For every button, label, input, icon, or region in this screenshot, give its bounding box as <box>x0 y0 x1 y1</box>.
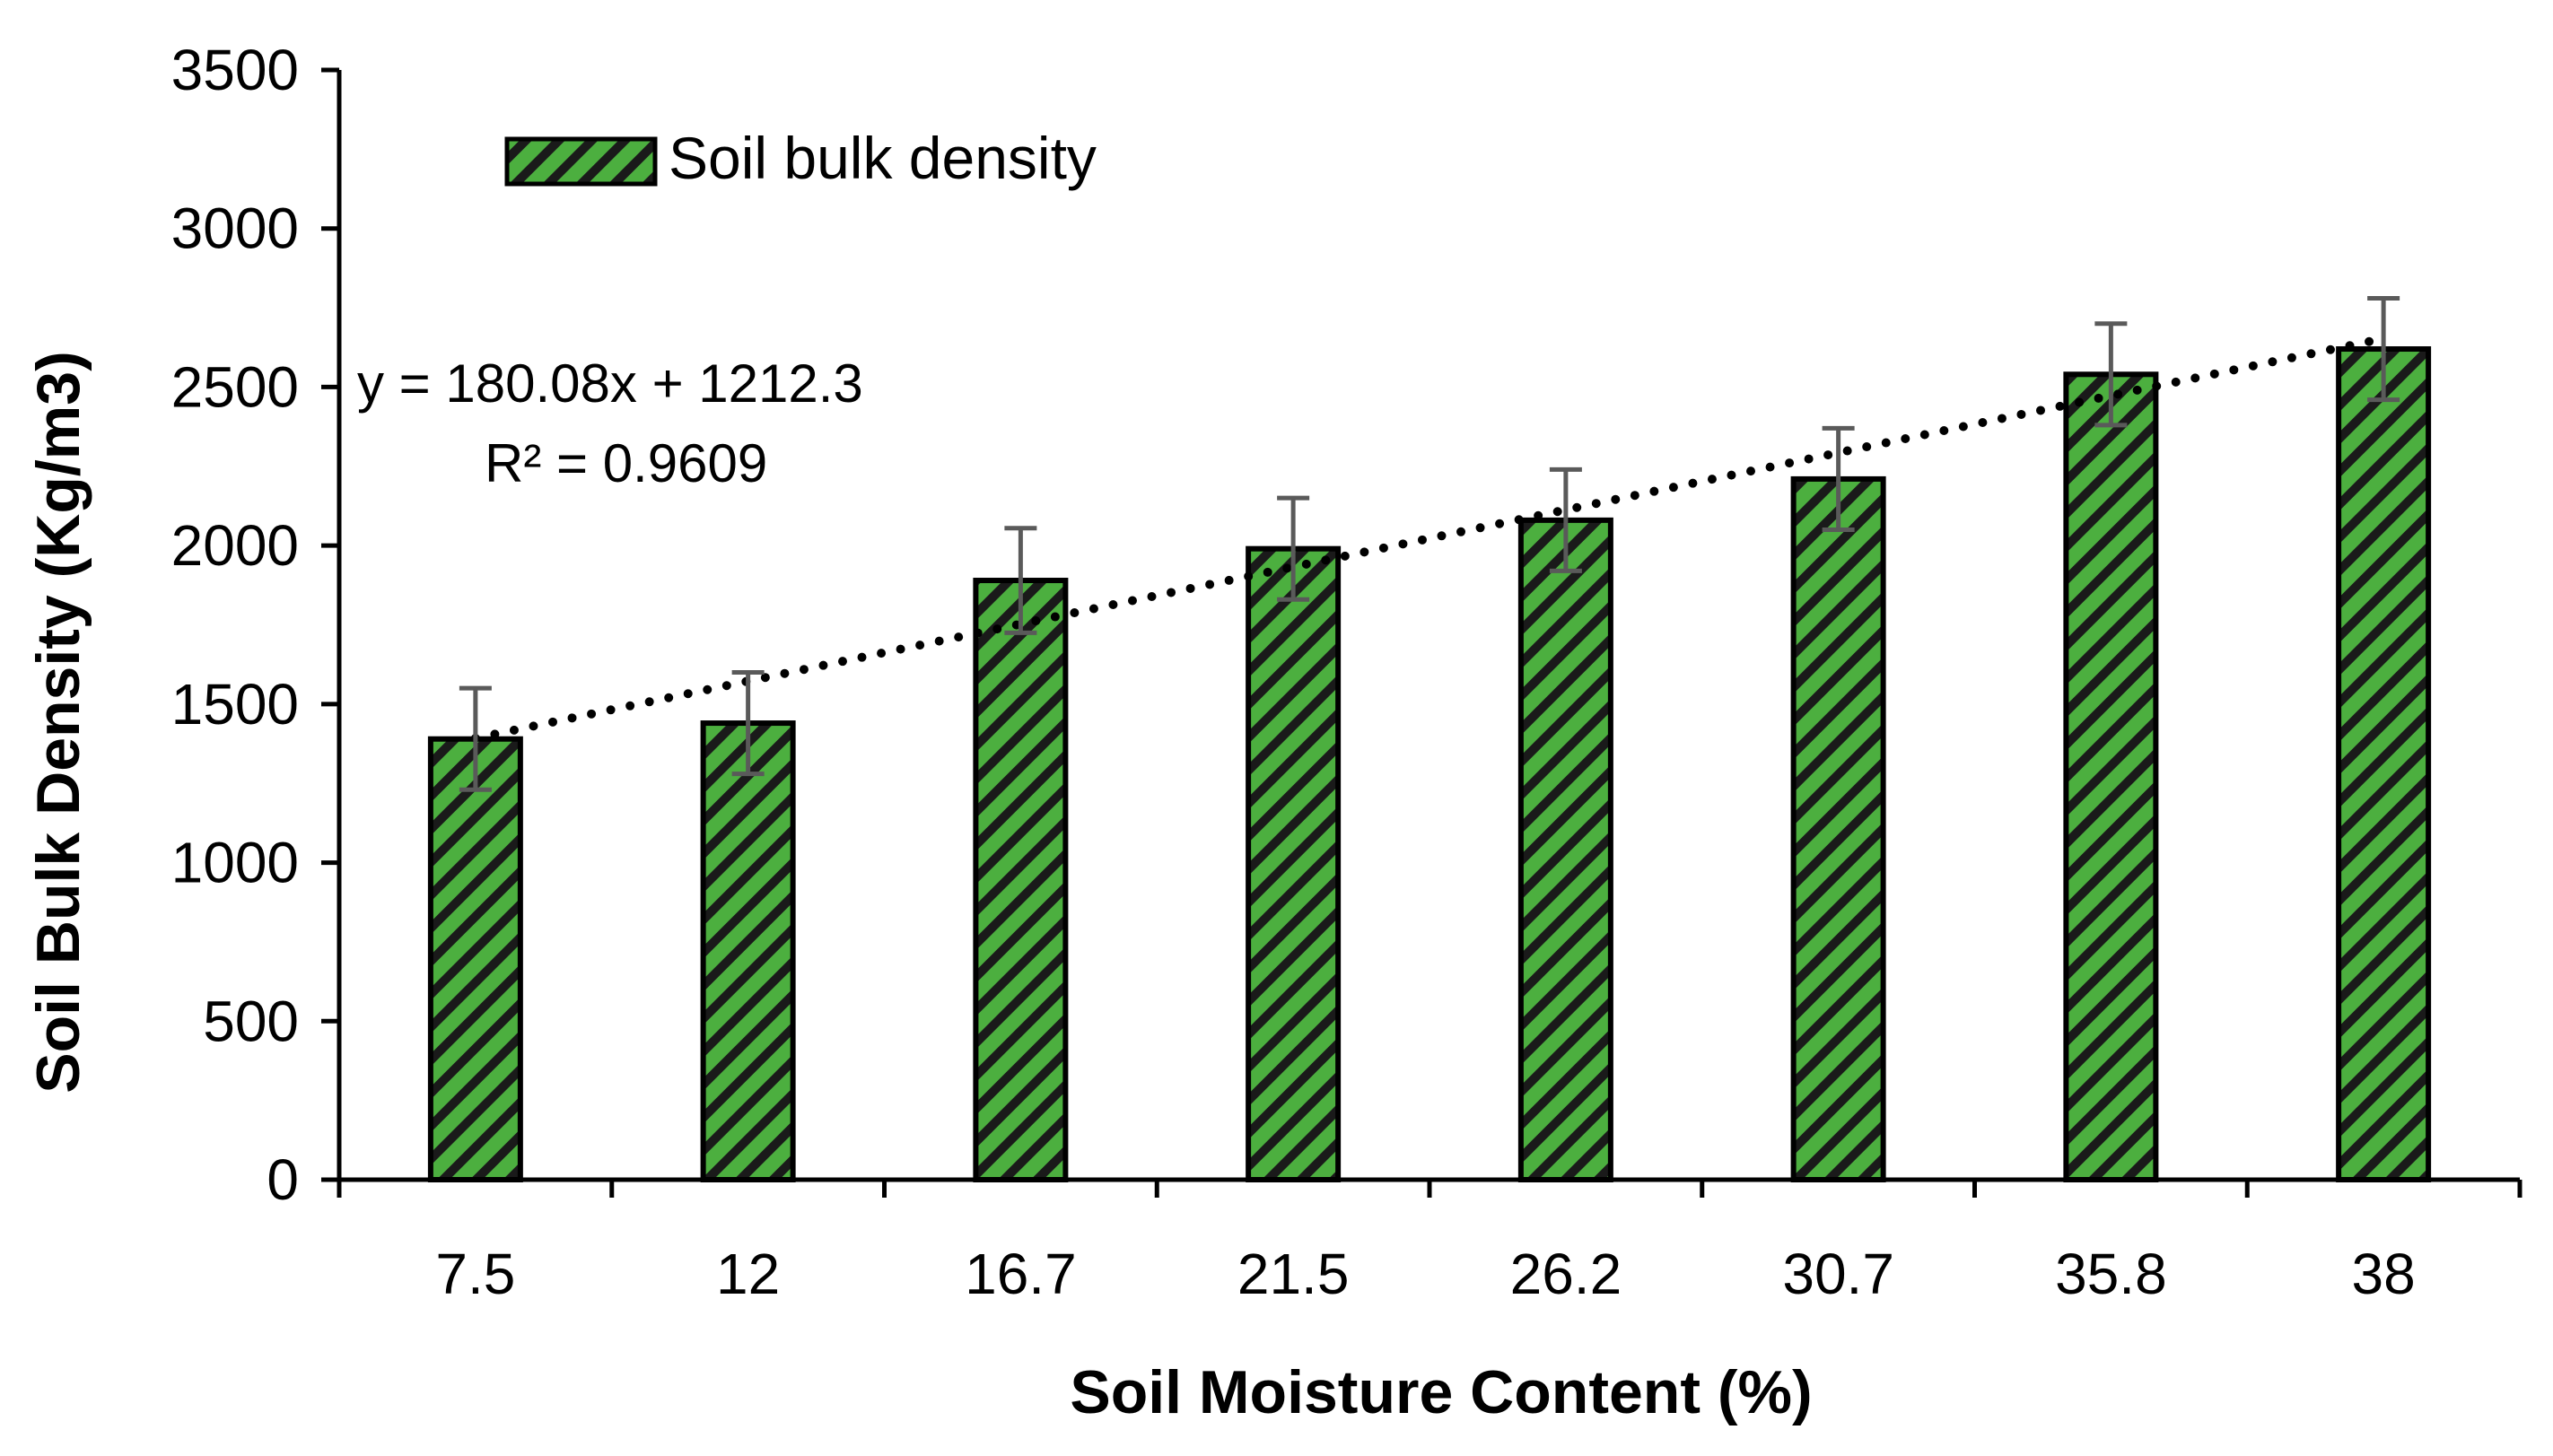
y-axis-title: Soil Bulk Density (Kg/m3) <box>24 351 92 1093</box>
x-axis-title: Soil Moisture Content (%) <box>1070 1358 1812 1426</box>
trendline-r2: R² = 0.9609 <box>485 433 767 493</box>
legend-swatch <box>504 136 658 187</box>
error-bar <box>2367 295 2400 403</box>
error-bar <box>2094 321 2128 428</box>
x-tick-label: 38 <box>2352 1242 2416 1306</box>
trendline-equation: y = 180.08x + 1212.3 <box>357 353 863 414</box>
bar <box>427 736 523 1183</box>
x-axis: 7.5 12 16.7 21.5 26.2 30.7 35.8 38 <box>337 1177 2522 1306</box>
error-bar <box>1822 425 1855 532</box>
error-bar <box>459 685 492 792</box>
x-tick-label: 26.2 <box>1510 1242 1622 1306</box>
error-bar <box>1004 526 1037 635</box>
bar <box>1517 517 1613 1182</box>
error-bar <box>1277 495 1310 602</box>
y-tick-label: 3000 <box>171 196 299 261</box>
bar <box>1246 545 1342 1182</box>
x-tick-label: 7.5 <box>435 1242 515 1306</box>
bar <box>2336 346 2432 1182</box>
y-tick-label: 0 <box>267 1147 299 1212</box>
x-tick-label: 12 <box>716 1242 780 1306</box>
y-tick-label: 1000 <box>171 831 299 895</box>
y-tick-label: 500 <box>203 989 299 1053</box>
y-tick-label: 1500 <box>171 672 299 737</box>
x-tick-label: 16.7 <box>965 1242 1077 1306</box>
error-bar <box>1549 466 1582 573</box>
y-tick-label: 2500 <box>171 354 299 419</box>
x-tick-label: 30.7 <box>1782 1242 1894 1306</box>
bar <box>973 578 1069 1182</box>
x-tick-label: 21.5 <box>1237 1242 1350 1306</box>
bar <box>1790 475 1886 1182</box>
y-tick-label: 2000 <box>171 513 299 578</box>
legend-label: Soil bulk density <box>669 125 1097 191</box>
legend: Soil bulk density <box>504 125 1097 191</box>
x-tick-label: 35.8 <box>2055 1242 2167 1306</box>
error-bar <box>731 670 765 777</box>
y-axis: 0 500 1000 1500 2000 2500 3000 3500 <box>171 38 342 1212</box>
plot-area <box>427 295 2432 1183</box>
y-tick-label: 3500 <box>171 38 299 102</box>
bar <box>700 720 796 1182</box>
bar <box>2063 371 2159 1182</box>
